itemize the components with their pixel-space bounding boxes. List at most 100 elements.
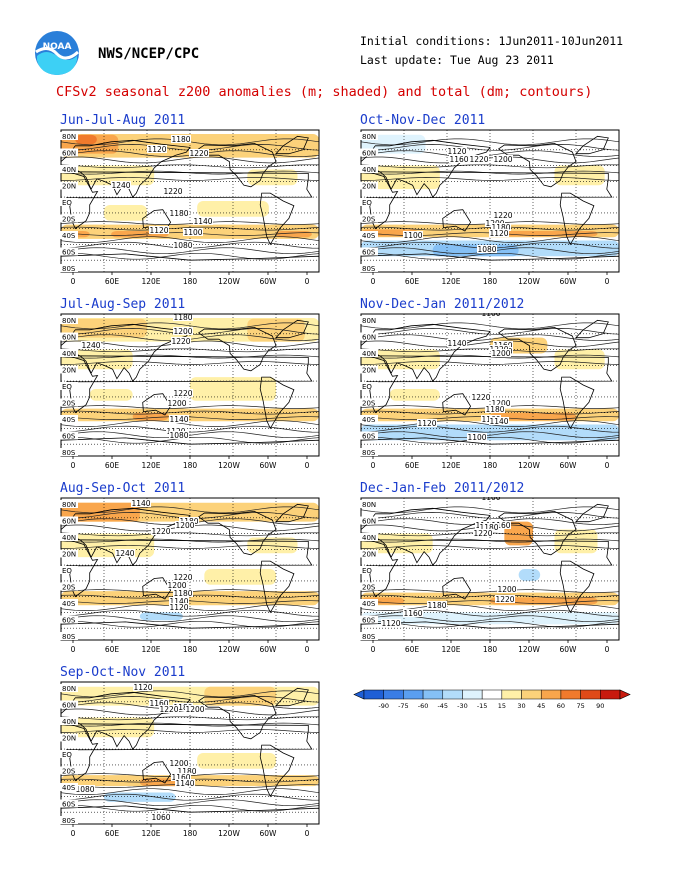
contour-label: 1120 xyxy=(169,603,188,612)
contour-label: 1220 xyxy=(163,187,182,196)
lat-label: EQ xyxy=(362,199,372,207)
contour-label-bg xyxy=(473,529,493,537)
contour-label-bg xyxy=(171,337,191,345)
coastline xyxy=(142,393,172,416)
map-jas: 11801200122012401220120011401120108080N6… xyxy=(60,313,320,469)
contour-label: 1160 xyxy=(449,155,468,164)
contour-label: 1120 xyxy=(133,683,152,692)
lat-label-bg xyxy=(60,566,78,574)
lat-label-bg xyxy=(60,332,78,341)
lon-label: 180 xyxy=(183,829,198,837)
lat-label: EQ xyxy=(362,567,372,575)
lat-label-bg xyxy=(360,500,378,508)
contour-line xyxy=(360,334,620,342)
contour-label: 1220 xyxy=(171,337,190,346)
contour-label: 1180 xyxy=(173,589,192,598)
colorbar-label: 60 xyxy=(557,702,565,710)
coastline xyxy=(197,326,277,372)
contour-label-bg xyxy=(169,759,189,767)
lat-label: 20S xyxy=(62,216,76,224)
lat-label-bg xyxy=(360,148,378,157)
lon-label: 120E xyxy=(441,277,460,285)
contour-label-bg xyxy=(167,399,187,407)
coastline xyxy=(366,355,613,414)
lat-label: 80N xyxy=(62,685,76,693)
colorbar-label: -90 xyxy=(378,702,389,710)
lat-label: 20S xyxy=(362,400,376,408)
coastline xyxy=(497,326,577,372)
lat-label: 60S xyxy=(62,433,76,441)
contour-label: 1240 xyxy=(115,549,134,558)
coastline xyxy=(60,507,191,566)
lat-label-bg xyxy=(360,431,378,440)
contour-label-bg xyxy=(469,155,489,163)
lat-label-bg xyxy=(360,582,378,591)
initial-conditions: Initial conditions: 1Jun2011-10Jun2011 xyxy=(360,34,624,48)
lat-label: EQ xyxy=(62,199,72,207)
coastline xyxy=(366,539,613,598)
lat-label: 60N xyxy=(362,334,376,342)
lon-label: 0 xyxy=(605,461,610,469)
contour-label: 1080 xyxy=(173,241,192,250)
colorbar-label: 90 xyxy=(596,702,604,710)
lat-label: 40S xyxy=(62,784,76,792)
lat-label-bg xyxy=(360,533,378,541)
contour-label: 1180 xyxy=(173,313,192,322)
lat-label-bg xyxy=(360,382,378,390)
contour-label: 1200 xyxy=(493,155,512,164)
lon-label: 120E xyxy=(141,277,160,285)
contour-label: 1100 xyxy=(403,231,422,240)
contour-label: 1140 xyxy=(489,417,508,426)
contour-label-bg xyxy=(489,229,509,237)
lat-label: 20S xyxy=(362,216,376,224)
contour-label: 1200 xyxy=(167,581,186,590)
lat-label: 60S xyxy=(62,249,76,257)
figure-title: CFSv2 seasonal z200 anomalies (m; shaded… xyxy=(56,84,593,100)
contour-label: 1180 xyxy=(171,135,190,144)
anomaly-shading xyxy=(75,134,97,145)
lat-label-bg xyxy=(360,599,378,607)
colorbar-swatch xyxy=(481,689,503,700)
lat-label: 60N xyxy=(62,150,76,158)
anomaly-shading xyxy=(361,165,440,190)
contour-label-bg xyxy=(449,155,469,163)
contour-label-bg xyxy=(173,589,193,597)
contour-label: 1080 xyxy=(75,785,94,794)
lat-label: 60N xyxy=(362,150,376,158)
lat-label: 80N xyxy=(362,501,376,509)
contour-label: 1200 xyxy=(491,349,510,358)
contour-label: 1160 xyxy=(491,521,510,530)
lat-label-bg xyxy=(360,198,378,206)
colorbar-swatch xyxy=(403,689,424,700)
coastline xyxy=(275,687,309,707)
lon-label: 60W xyxy=(260,461,278,469)
lon-label: 60W xyxy=(260,645,278,653)
noaa-logo: NOAA xyxy=(35,31,80,75)
contour-label: 1080 xyxy=(169,431,188,440)
contour-label-bg xyxy=(467,433,487,441)
colorbar-swatch xyxy=(501,689,522,700)
coastline xyxy=(360,323,491,382)
contour-label-bg xyxy=(491,399,511,407)
contour-label: 1120 xyxy=(489,229,508,238)
colorbar-label: -15 xyxy=(477,702,488,710)
contour-label: 1160 xyxy=(403,609,422,618)
coastline xyxy=(275,319,309,339)
lat-label: 80N xyxy=(62,133,76,141)
contour-label: 1240 xyxy=(81,341,100,350)
contour-label: 1220 xyxy=(173,573,192,582)
anomaly-shading xyxy=(432,244,519,257)
lon-label: 60W xyxy=(560,461,578,469)
colorbar-swatch xyxy=(560,689,581,700)
anomaly-shading xyxy=(554,349,605,370)
contour-label: 1140 xyxy=(169,597,188,606)
contour-label-bg xyxy=(173,389,193,397)
contour-label-bg xyxy=(147,145,167,153)
lat-label: 20N xyxy=(362,367,376,375)
map-ond: 1120116012201200122012001180112011001080… xyxy=(360,129,620,285)
lon-label: 0 xyxy=(71,461,76,469)
contour-label-bg xyxy=(497,585,517,593)
lon-label: 180 xyxy=(183,645,198,653)
lon-label: 120W xyxy=(218,645,240,653)
contour-label: 1140 xyxy=(169,415,188,424)
